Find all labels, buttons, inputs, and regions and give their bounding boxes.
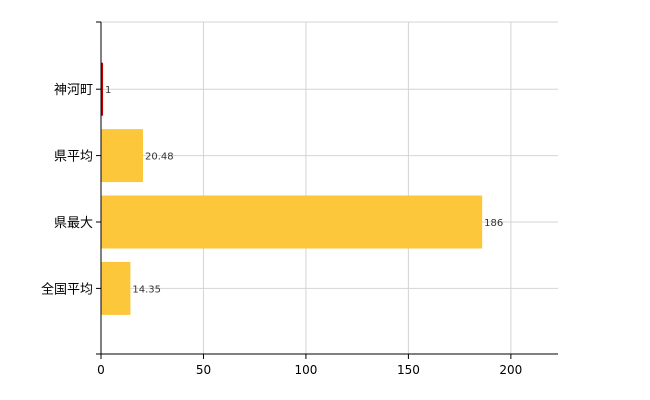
data-label-1: 20.48 [145,152,174,163]
x-tick-label-1: 50 [196,363,211,377]
category-label-0: 神河町 [54,83,93,98]
x-tick-label-3: 150 [397,363,420,377]
bar-2 [101,195,483,249]
data-label-2: 186 [484,218,503,229]
x-tick-label-2: 100 [294,363,317,377]
data-label-3: 14.35 [132,284,161,295]
bars [101,62,483,315]
data-label-0: 1 [105,85,111,96]
x-tick-label-4: 200 [499,363,522,377]
gridlines [101,21,558,354]
axes [96,21,558,359]
bar-3 [101,261,131,315]
category-label-3: 全国平均 [41,281,93,297]
bar-0 [101,62,104,116]
x-tick-label-0: 0 [97,363,105,377]
category-label-1: 県平均 [54,150,93,165]
bar-1 [101,129,143,183]
category-label-2: 県最大 [54,216,93,231]
